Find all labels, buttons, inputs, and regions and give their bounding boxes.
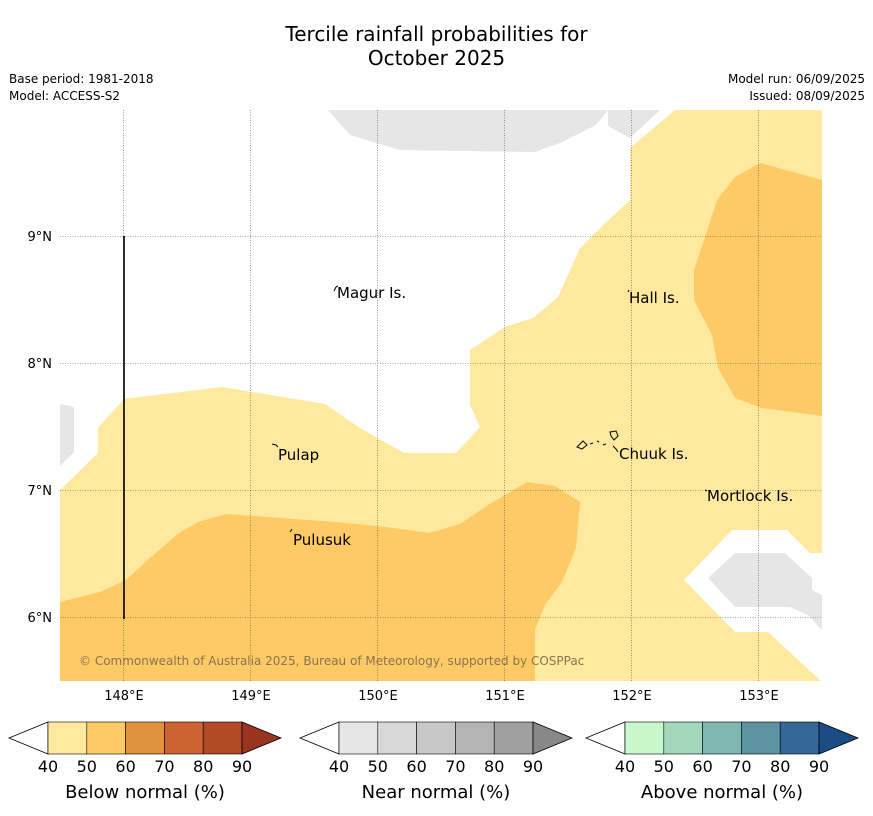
chuuk-island-shape-6 — [612, 445, 619, 453]
below-normal-colorbar-segment — [202, 721, 243, 755]
above-normal-colorbar-tick: 80 — [770, 757, 790, 776]
place-label-magur: Magur Is. — [337, 284, 406, 302]
below-normal-colorbar-tick: 80 — [193, 757, 213, 776]
above-normal-colorbar-segment — [624, 721, 665, 755]
near-normal-colorbar-segment — [338, 721, 379, 755]
latitude-labels: 9°N 8°N 7°N 6°N — [28, 230, 53, 626]
above-normal-colorbar-segment — [663, 721, 703, 755]
base-period: Base period: 1981-2018 — [9, 72, 154, 86]
below-normal-colorbar-high-extend — [241, 721, 283, 755]
copyright-text: © Commonwealth of Australia 2025, Bureau… — [79, 654, 584, 668]
place-labels: Magur Is. Hall Is. Pulap Chuuk Is. Mortl… — [278, 284, 793, 549]
lat-label-9n: 9°N — [28, 230, 53, 245]
chuuk-island-shape-4 — [602, 443, 607, 446]
above-normal-colorbar-segment — [779, 721, 820, 755]
below-normal-colorbar-tick: 50 — [77, 757, 97, 776]
colorbar-legends: 40 50 60 70 80 90 Below normal (%) 40 50 60 70 80 90… — [7, 721, 860, 803]
mortlock-island-shape — [704, 489, 708, 492]
above-normal-colorbar-segment — [741, 721, 781, 755]
near-normal-colorbar-high-extend — [532, 721, 574, 755]
place-label-pulap: Pulap — [278, 446, 319, 464]
title-line-2: October 2025 — [367, 46, 506, 70]
issued-date: Issued: 08/09/2025 — [749, 89, 865, 103]
title-line-1: Tercile rainfall probabilities for — [285, 22, 588, 46]
lon-label-149: 149°E — [231, 689, 271, 704]
place-label-hall: Hall Is. — [629, 289, 680, 307]
below-normal-colorbar-tick: 60 — [115, 757, 135, 776]
model-run: Model run: 06/09/2025 — [727, 72, 865, 86]
below-normal-colorbar-segment — [125, 721, 165, 755]
place-label-pulusuk: Pulusuk — [293, 531, 351, 549]
magur-island-shape — [333, 285, 339, 292]
near-normal-colorbar-label: Near normal (%) — [362, 782, 511, 803]
above-normal-colorbar-tick: 60 — [692, 757, 712, 776]
chuuk-island-shape-1 — [576, 440, 588, 450]
lon-label-148: 148°E — [104, 689, 144, 704]
chuuk-island-shape-3 — [596, 440, 600, 443]
hall-island-shape — [627, 289, 630, 293]
island-outlines — [271, 285, 708, 533]
pulusuk-island-shape — [289, 528, 293, 533]
above-normal-colorbar-segment — [702, 721, 742, 755]
near-normal-colorbar: 40 50 60 70 80 90 Near normal (%) — [298, 721, 574, 803]
above-normal-colorbar: 40 50 60 70 80 90 Above normal (%) — [584, 721, 860, 803]
below-normal-colorbar-segment — [47, 721, 88, 755]
near-normal-colorbar-segment — [377, 721, 417, 755]
below-normal-colorbar-tick: 40 — [38, 757, 58, 776]
above-normal-colorbar-tick: 50 — [654, 757, 674, 776]
below-normal-colorbar-segment — [164, 721, 204, 755]
near-normal-colorbar-tick: 70 — [445, 757, 465, 776]
below-normal-50-60-region-south — [60, 482, 580, 681]
above-normal-colorbar-tick: 70 — [731, 757, 751, 776]
below-normal-50-60-region-east — [694, 163, 822, 416]
above-normal-colorbar-tick: 90 — [809, 757, 829, 776]
lon-label-152: 152°E — [612, 689, 652, 704]
place-label-chuuk: Chuuk Is. — [619, 445, 688, 463]
near-normal-colorbar-segment — [455, 721, 495, 755]
lat-label-8n: 8°N — [28, 357, 53, 372]
chuuk-island-shape-5 — [609, 430, 619, 441]
near-normal-region-north — [328, 110, 608, 152]
near-normal-colorbar-tick: 50 — [368, 757, 388, 776]
lon-label-151: 151°E — [485, 689, 525, 704]
below-normal-colorbar-tick: 90 — [232, 757, 252, 776]
model-name: Model: ACCESS-S2 — [9, 89, 121, 103]
place-label-mortlock: Mortlock Is. — [707, 487, 793, 505]
above-normal-colorbar-high-extend — [818, 721, 860, 755]
near-normal-region-north-right — [608, 110, 660, 138]
lon-label-153: 153°E — [739, 689, 779, 704]
near-normal-colorbar-tick: 40 — [329, 757, 349, 776]
lon-label-150: 150°E — [358, 689, 398, 704]
above-normal-colorbar-tick: 40 — [615, 757, 635, 776]
lat-label-7n: 7°N — [28, 484, 53, 499]
near-normal-colorbar-tick: 90 — [523, 757, 543, 776]
below-normal-colorbar-segment — [86, 721, 126, 755]
lat-label-6n: 6°N — [28, 611, 53, 626]
above-normal-colorbar-label: Above normal (%) — [641, 782, 803, 803]
near-normal-colorbar-segment — [493, 721, 534, 755]
near-normal-colorbar-tick: 60 — [406, 757, 426, 776]
meta-left: Base period: 1981-2018 Model: ACCESS-S2 — [9, 71, 154, 105]
below-normal-colorbar: 40 50 60 70 80 90 Below normal (%) — [7, 721, 283, 803]
above-normal-colorbar-low-extend — [584, 721, 626, 755]
near-normal-colorbar-segment — [416, 721, 456, 755]
near-normal-colorbar-tick: 80 — [484, 757, 504, 776]
near-normal-region-southeast — [708, 553, 822, 630]
chuuk-island-shape-2 — [589, 442, 594, 445]
longitude-labels: 148°E 149°E 150°E 151°E 152°E 153°E — [104, 689, 779, 704]
meta-right: Model run: 06/09/2025 Issued: 08/09/2025 — [728, 71, 865, 105]
below-normal-colorbar-low-extend — [7, 721, 49, 755]
map-panel: Magur Is. Hall Is. Pulap Chuuk Is. Mortl… — [60, 110, 822, 681]
below-normal-colorbar-label: Below normal (%) — [65, 782, 225, 803]
near-normal-colorbar-low-extend — [298, 721, 340, 755]
pulap-island-shape — [271, 443, 279, 448]
near-normal-region-west — [60, 404, 74, 466]
below-normal-colorbar-tick: 70 — [154, 757, 174, 776]
map-title: Tercile rainfall probabilities for Octob… — [0, 22, 873, 70]
